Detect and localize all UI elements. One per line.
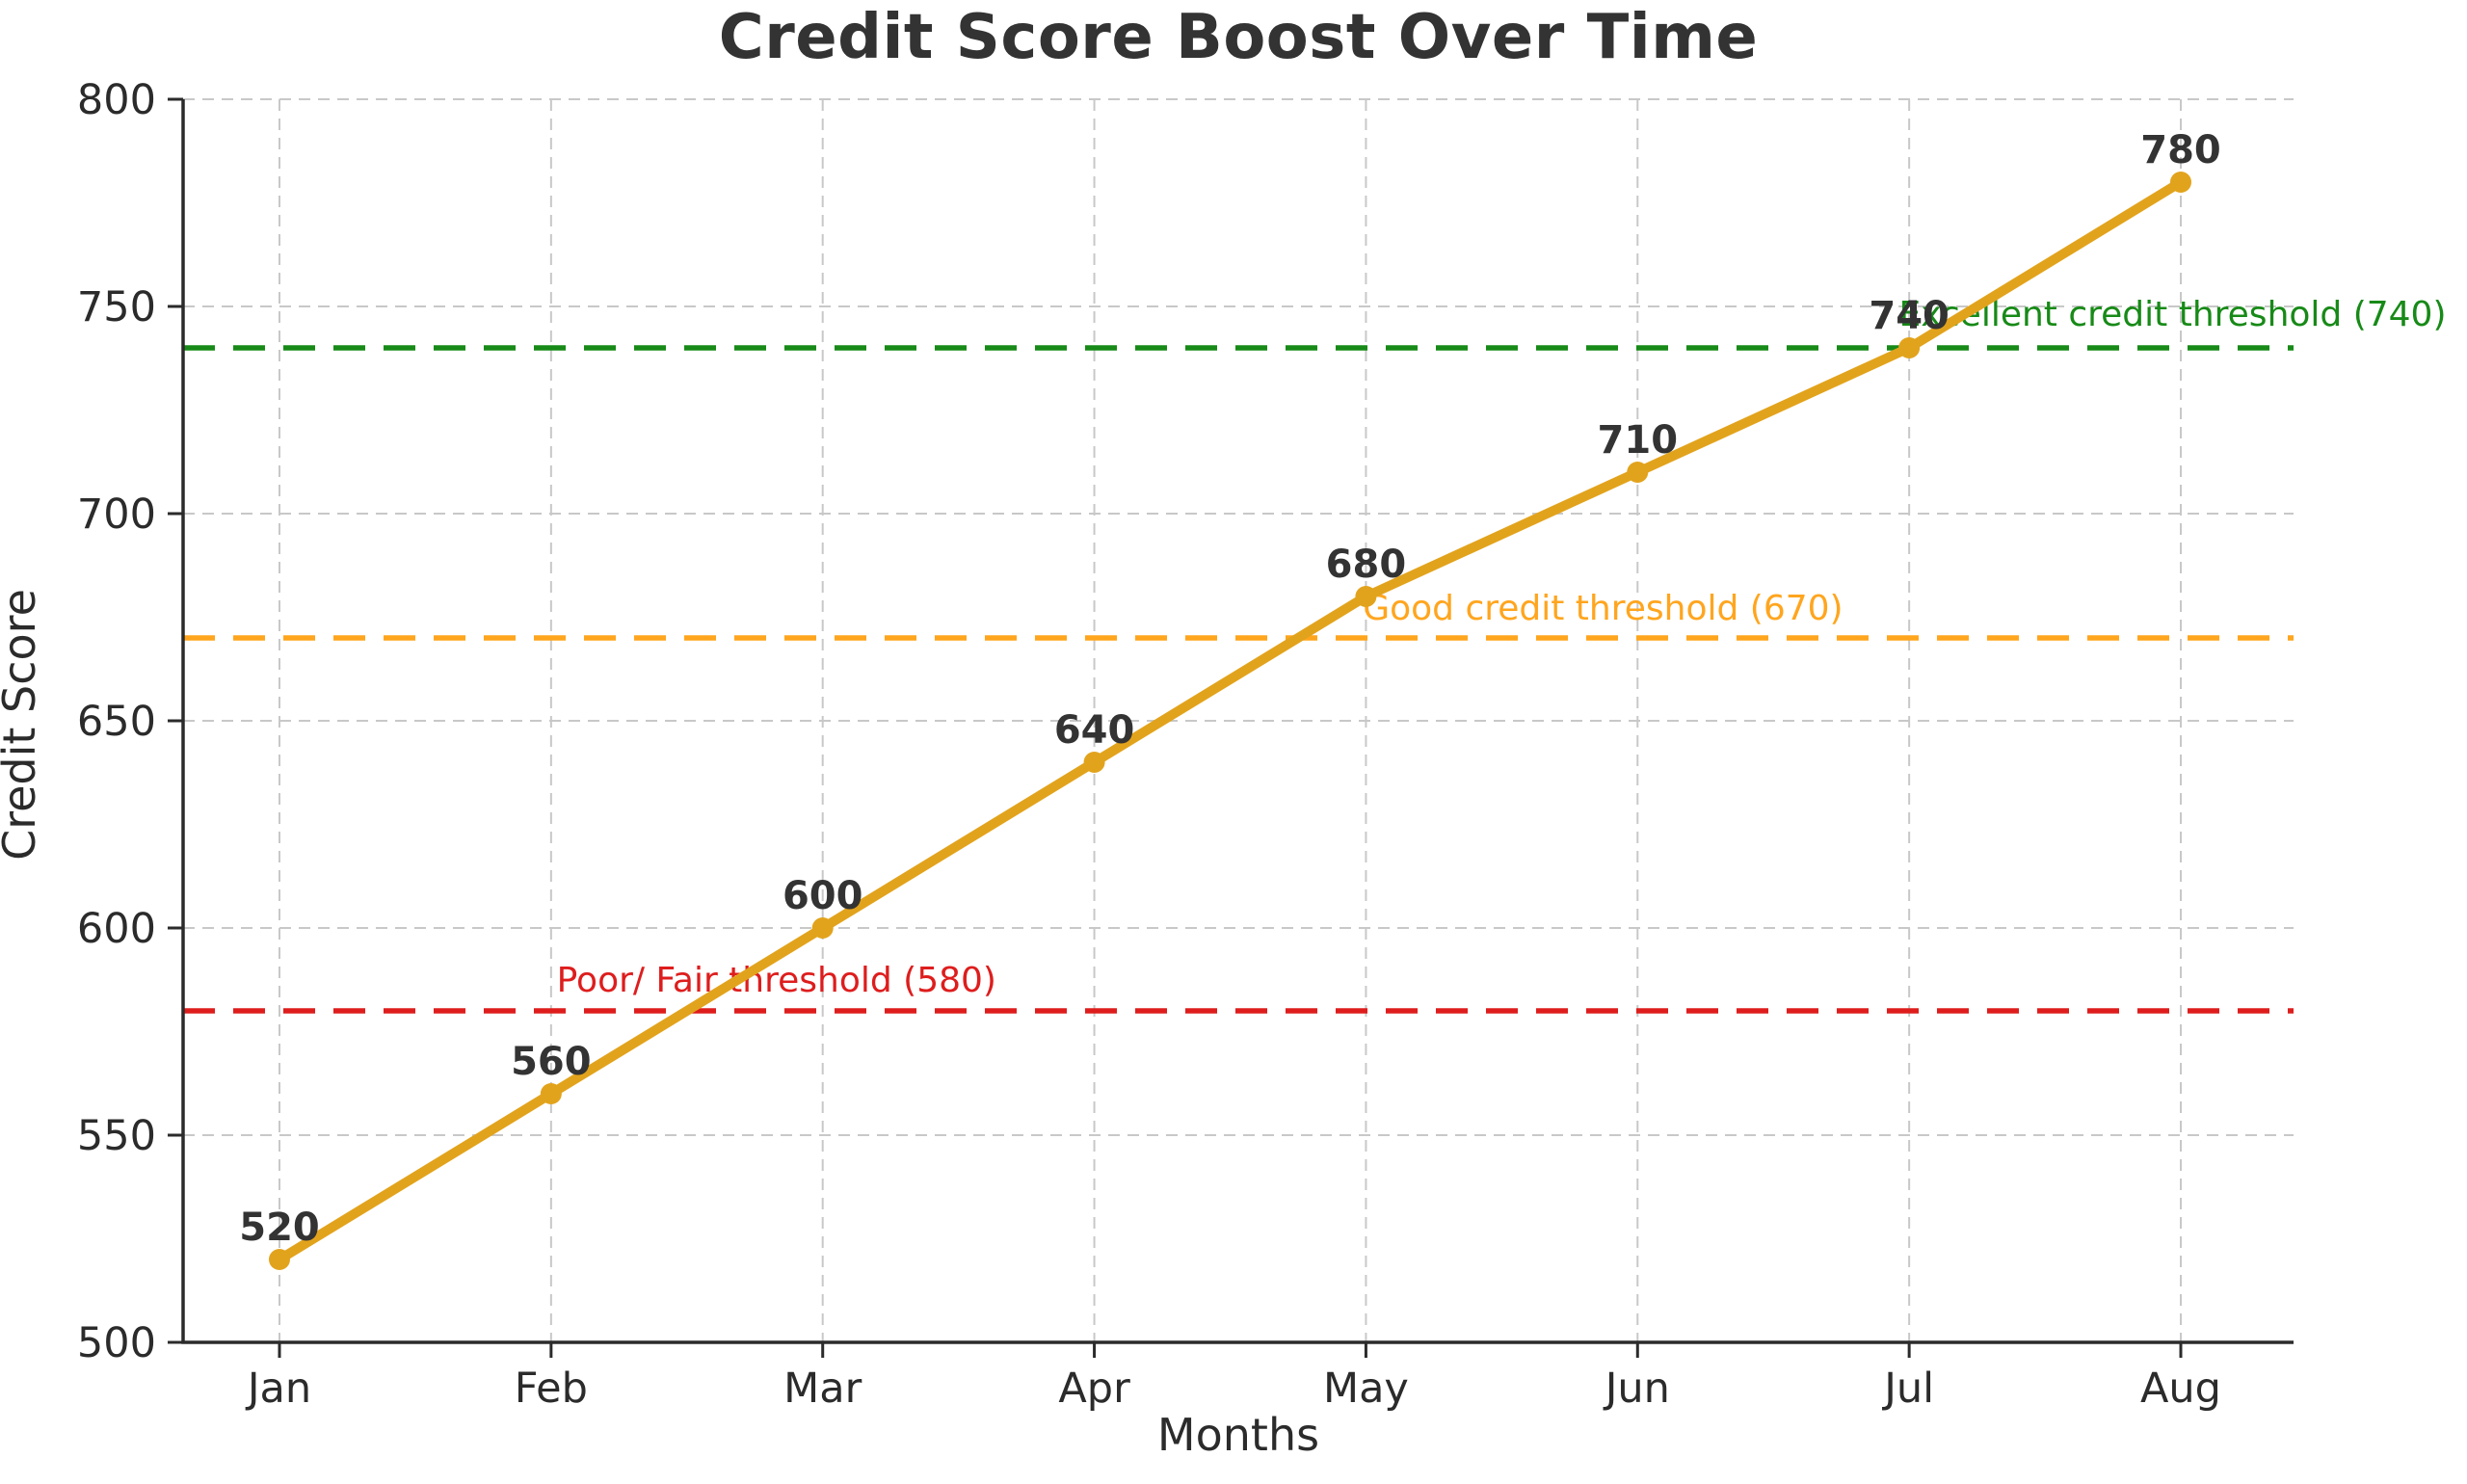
threshold-label: Good credit threshold (670) [1363, 589, 1843, 628]
x-tick-label: Jan [245, 1365, 311, 1413]
x-tick-label: Jun [1603, 1365, 1670, 1413]
y-tick-label: 700 [77, 490, 156, 539]
data-point-label: 680 [1326, 543, 1407, 587]
threshold-label: Poor/ Fair threshold (580) [557, 961, 996, 1000]
y-tick-label: 650 [77, 698, 156, 746]
x-tick-label: Jul [1881, 1365, 1934, 1413]
y-tick-label: 800 [77, 76, 156, 124]
data-point-label: 710 [1598, 418, 1679, 463]
y-tick-label: 600 [77, 905, 156, 953]
data-point-label: 740 [1869, 294, 1950, 338]
data-point-label: 640 [1054, 708, 1135, 753]
x-tick-label: Mar [783, 1365, 862, 1413]
y-tick-label: 750 [77, 283, 156, 331]
x-axis-label: Months [1156, 1409, 1320, 1461]
data-point-marker [1083, 752, 1105, 773]
data-point-marker [1355, 586, 1377, 607]
data-point-marker [1627, 462, 1649, 483]
data-point-label: 560 [511, 1040, 592, 1084]
x-tick-label: May [1323, 1365, 1409, 1413]
data-point-marker [1898, 337, 1921, 358]
data-point-marker [540, 1083, 562, 1104]
data-point-label: 600 [783, 874, 863, 918]
x-tick-label: Feb [515, 1365, 588, 1413]
series-line [275, 177, 2186, 1264]
x-tick-label: Aug [2140, 1365, 2221, 1413]
y-tick-label: 500 [77, 1319, 156, 1367]
data-point-label: 520 [239, 1206, 320, 1250]
data-point-marker [2170, 172, 2191, 193]
chart-title: Credit Score Boost Over Time [718, 2, 1759, 73]
y-tick-label: 550 [77, 1112, 156, 1160]
data-point-marker [811, 917, 834, 939]
data-point-marker [269, 1249, 290, 1270]
x-tick-label: Apr [1058, 1365, 1130, 1413]
data-point-label: 780 [2140, 128, 2221, 172]
